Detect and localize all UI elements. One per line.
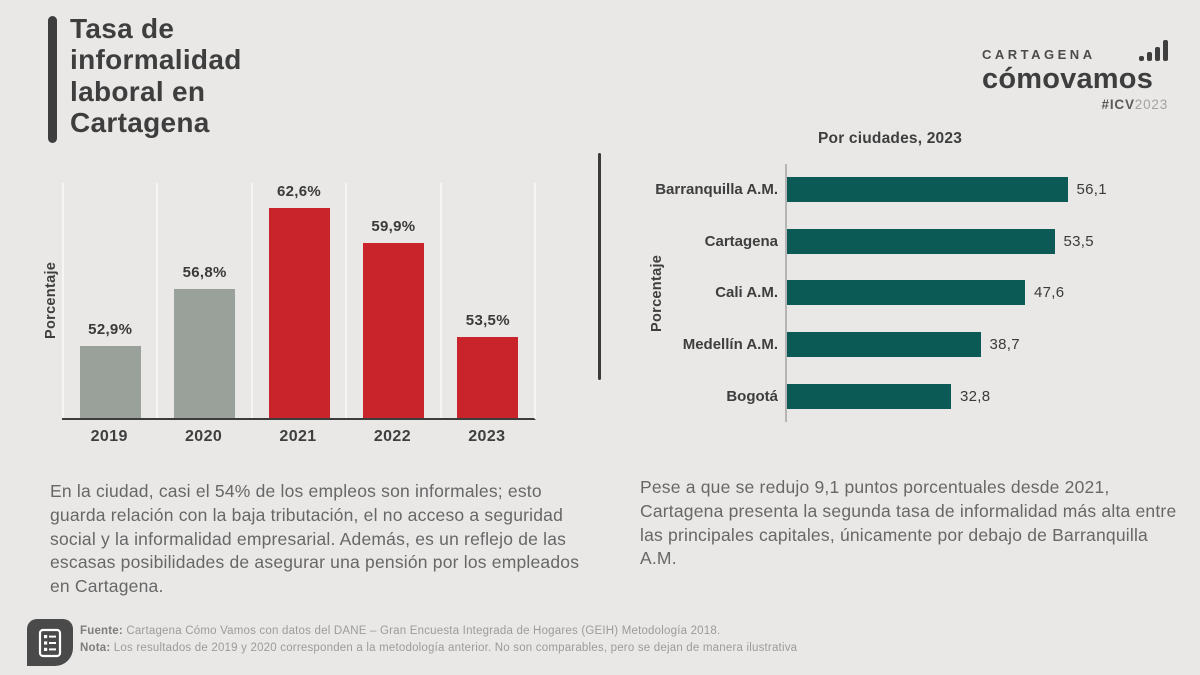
- value-label-2021: 62,6%: [276, 183, 322, 200]
- logo-brand-label: cómovamos: [982, 63, 1154, 95]
- cities-bar-chart: 56,1 53,5 47,6 38,7 32,8: [785, 164, 1147, 422]
- value-label-2020: 56,8%: [182, 263, 227, 281]
- logo-hashtag: #ICV2023: [982, 97, 1168, 112]
- xaxis-label-2021: 2021: [279, 428, 317, 445]
- bar-column-2019: 52,9%: [62, 183, 156, 418]
- city-bar-row-5: 32,8: [787, 370, 1147, 422]
- fuente-text: Cartagena Cómo Vamos con datos del DANE …: [122, 625, 721, 637]
- bar-2023: [457, 337, 519, 418]
- insight-paragraph-right: Pese a que se redujo 9,1 puntos porcentu…: [640, 477, 1177, 569]
- title-accent-bar: [48, 16, 57, 143]
- bar-column-2022: 59,9%: [345, 183, 439, 418]
- footer-fuente-line: Fuente: Cartagena Cómo Vamos con datos d…: [80, 623, 797, 640]
- bar-1: [787, 177, 1068, 203]
- bar-2021: [268, 208, 330, 418]
- footer-nota-line: Nota: Los resultados de 2019 y 2020 corr…: [80, 640, 797, 657]
- xaxis-label-2019: 2019: [90, 428, 128, 445]
- bar-2019: [79, 346, 141, 418]
- yearly-chart-ylabel: Porcentaje: [43, 261, 59, 340]
- city-label-2: Cartagena: [704, 232, 778, 250]
- bar-5: [787, 383, 951, 409]
- value-label-2023: 53,5%: [465, 312, 510, 330]
- city-bar-row-1: 56,1: [787, 164, 1147, 216]
- cities-chart-category-labels: Barranquilla A.M. Cartagena Cali A.M. Medel…: [655, 164, 778, 422]
- page-title-line: informalidad: [70, 44, 242, 76]
- city-label-5: Bogotá: [726, 387, 778, 405]
- city-bar-row-4: 38,7: [787, 319, 1147, 371]
- city-label-1: Barranquilla A.M.: [655, 181, 778, 199]
- logo-hashtag-year: 2023: [1134, 97, 1168, 113]
- value-label-2019: 52,9%: [88, 321, 133, 339]
- city-bar-row-2: 53,5: [787, 216, 1147, 268]
- bar-2020: [174, 288, 236, 418]
- city-label-3: Cali A.M.: [715, 284, 778, 302]
- cartagena-como-vamos-logo: CARTAGENA cómovamos #ICV2023: [982, 40, 1168, 112]
- value-label-2022: 59,9%: [371, 218, 416, 236]
- page-title-line: Cartagena: [70, 107, 210, 139]
- bar-3: [787, 280, 1025, 306]
- xaxis-label-2023: 2023: [468, 428, 506, 445]
- cities-chart-title: Por ciudades, 2023: [817, 130, 963, 147]
- bar-column-2021: 62,6%: [250, 183, 345, 418]
- city-bar-row-3: 47,6: [787, 267, 1147, 319]
- xaxis-label-2022: 2022: [373, 428, 412, 445]
- yearly-bar-chart: 52,9% 56,8% 62,6% 59,9% 53,5%: [62, 183, 536, 420]
- bar-2: [787, 228, 1055, 254]
- page-title-line: laboral en: [70, 75, 206, 107]
- chart-divider-line: [598, 153, 601, 380]
- document-list-icon: [27, 619, 73, 666]
- bar-2022: [362, 243, 424, 418]
- bar-column-2023: 53,5%: [439, 183, 534, 418]
- bar-4: [787, 332, 981, 358]
- bar-value-label-2: 53,5: [1063, 232, 1094, 250]
- city-label-4: Medellín A.M.: [682, 336, 778, 354]
- fuente-label: Fuente:: [80, 625, 123, 637]
- bar-value-label-4: 38,7: [989, 336, 1020, 354]
- insight-paragraph-left: En la ciudad, casi el 54% de los empleos…: [50, 481, 580, 597]
- bar-chart-icon: [1139, 40, 1168, 62]
- bar-column-2020: 56,8%: [156, 183, 250, 418]
- bar-value-label-3: 47,6: [1034, 284, 1065, 302]
- page-title-line: Tasa de: [70, 13, 175, 44]
- bar-value-label-5: 32,8: [960, 387, 991, 405]
- nota-text: Los resultados de 2019 y 2020 correspond…: [110, 642, 798, 655]
- nota-label: Nota:: [80, 642, 111, 655]
- page-title: Tasa de informalidad laboral en Cartagen…: [70, 13, 242, 138]
- xaxis-label-2020: 2020: [185, 428, 223, 445]
- footer-source-note: Fuente: Cartagena Cómo Vamos con datos d…: [80, 623, 797, 658]
- logo-city-label: CARTAGENA: [982, 47, 1096, 62]
- bar-value-label-1: 56,1: [1076, 181, 1107, 199]
- yearly-chart-xlabels: 2019 2020 2021 2022 2023: [62, 428, 534, 446]
- logo-hashtag-bold: #ICV: [1101, 97, 1135, 113]
